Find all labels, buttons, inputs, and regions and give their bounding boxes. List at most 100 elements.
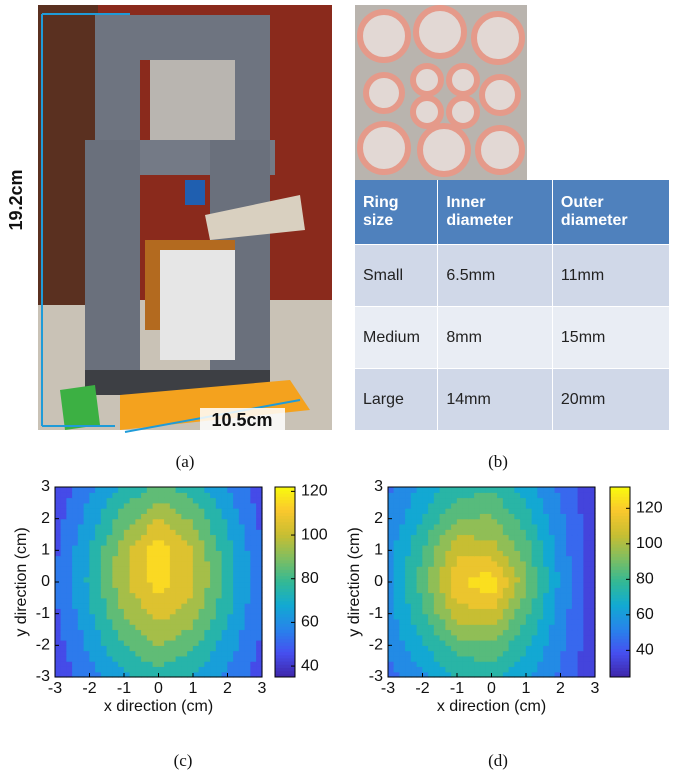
contour-cell — [141, 550, 147, 556]
contour-cell — [193, 645, 199, 651]
contour-cell — [205, 535, 211, 541]
contour-cell — [503, 661, 509, 667]
contour-cell — [182, 508, 188, 514]
colorbar-segment — [610, 607, 630, 611]
contour-cell — [170, 630, 176, 636]
contour-cell — [124, 492, 130, 498]
contour-cell — [388, 519, 394, 525]
contour-cell — [101, 635, 107, 641]
contour-cell — [141, 619, 147, 625]
x-tick-label: 2 — [223, 680, 232, 697]
header-row: Ring size Inner diameter Outer diameter — [355, 180, 670, 245]
contour-cell — [251, 619, 257, 625]
contour-cell — [538, 566, 544, 572]
contour-cell — [492, 587, 498, 593]
colorbar-segment — [275, 620, 295, 624]
contour-cell — [107, 624, 113, 630]
contour-cell — [153, 630, 159, 636]
contour-cell — [566, 651, 572, 657]
colorbar-segment — [610, 617, 630, 621]
contour-cell — [256, 624, 262, 630]
contour-cell — [199, 577, 205, 583]
contour-cell — [423, 603, 429, 609]
contour-cell — [526, 577, 532, 583]
contour-cell — [457, 561, 463, 567]
contour-cell — [141, 545, 147, 551]
contour-cell — [107, 577, 113, 583]
contour-cell — [561, 535, 567, 541]
contour-cell — [428, 619, 434, 625]
contour-cell — [572, 661, 578, 667]
contour-cell — [84, 519, 90, 525]
contour-cell — [67, 666, 73, 672]
contour-cell — [584, 550, 590, 556]
contour-cell — [84, 529, 90, 535]
contour-cell — [216, 535, 222, 541]
cell: 15mm — [552, 307, 669, 369]
contour-cell — [239, 587, 245, 593]
contour-cell — [497, 651, 503, 657]
contour-cell — [400, 571, 406, 577]
contour-cell — [95, 545, 101, 551]
contour-cell — [474, 492, 480, 498]
contour-cell — [405, 630, 411, 636]
contour-cell — [388, 498, 394, 504]
contour-cell — [549, 492, 555, 498]
contour-cell — [251, 556, 257, 562]
contour-cell — [222, 556, 228, 562]
colorbar-segment — [275, 560, 295, 564]
contour-cell — [584, 640, 590, 646]
contour-cell — [555, 535, 561, 541]
contour-cell — [388, 529, 394, 535]
contour-cell — [428, 635, 434, 641]
contour-cell — [566, 666, 572, 672]
contour-cell — [78, 598, 84, 604]
contour-cell — [457, 503, 463, 509]
contour-cell — [205, 624, 211, 630]
contour-cell — [147, 603, 153, 609]
contour-cell — [153, 582, 159, 588]
contour-cell — [538, 651, 544, 657]
contour-cell — [228, 630, 234, 636]
contour-cell — [141, 487, 147, 493]
contour-cell — [446, 524, 452, 530]
contour-cell — [205, 540, 211, 546]
contour-cell — [457, 614, 463, 620]
contour-cell — [170, 519, 176, 525]
contour-cell — [538, 666, 544, 672]
colorbar-segment — [610, 598, 630, 602]
contour-cell — [107, 487, 113, 493]
contour-cell — [405, 582, 411, 588]
contour-cell — [124, 540, 130, 546]
contour-cell — [480, 619, 486, 625]
contour-cell — [228, 529, 234, 535]
contour-cell — [164, 645, 170, 651]
contour-cell — [480, 513, 486, 519]
contour-cell — [428, 545, 434, 551]
contour-cell — [555, 577, 561, 583]
contour-cell — [72, 503, 78, 509]
contour-cell — [118, 598, 124, 604]
contour-cell — [549, 582, 555, 588]
contour-cell — [492, 635, 498, 641]
x-tick-label: 0 — [487, 680, 496, 697]
contour-cell — [515, 619, 521, 625]
contour-cell — [561, 545, 567, 551]
contour-cell — [113, 624, 119, 630]
contour-cell — [532, 524, 538, 530]
contour-cell — [434, 508, 440, 514]
contour-cell — [584, 587, 590, 593]
contour-cell — [95, 661, 101, 667]
contour-cell — [55, 593, 61, 599]
contour-cell — [503, 513, 509, 519]
contour-cell — [474, 519, 480, 525]
contour-cell — [176, 645, 182, 651]
contour-cell — [72, 487, 78, 493]
contour-cell — [159, 635, 165, 641]
contour-cell — [61, 571, 67, 577]
contour-cell — [515, 492, 521, 498]
contour-cell — [233, 656, 239, 662]
contour-cell — [520, 608, 526, 614]
contour-cell — [446, 487, 452, 493]
contour-cell — [205, 593, 211, 599]
